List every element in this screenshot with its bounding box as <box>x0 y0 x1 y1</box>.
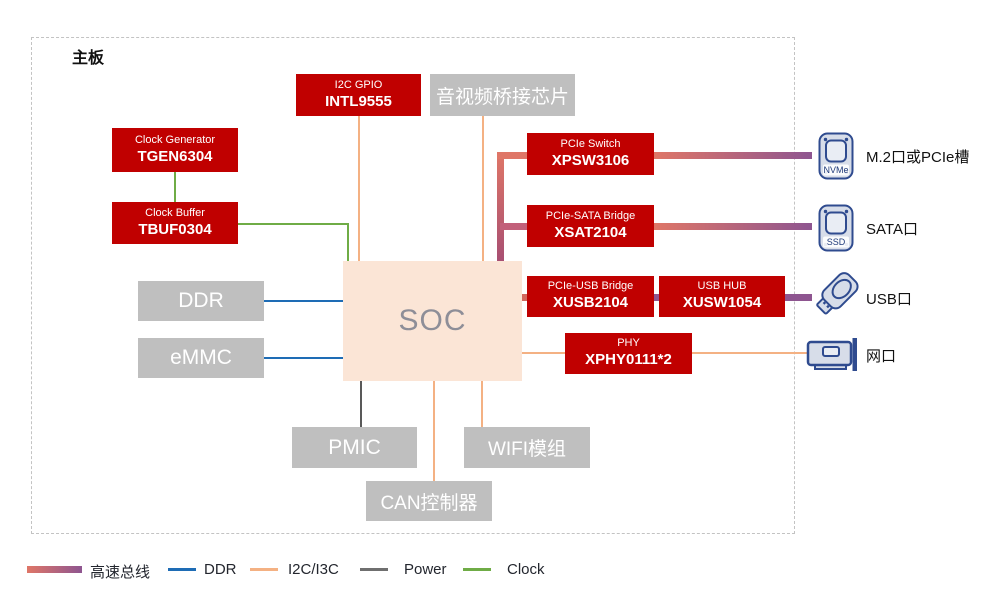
chip-part-label: XPSW3106 <box>551 151 630 169</box>
legend-label-i2c: I2C/I3C <box>288 561 339 578</box>
legend-label-clock: Clock <box>507 561 545 578</box>
soc-block: SOC <box>343 261 522 381</box>
module-av-bridge: 音视频桥接芯片 <box>430 74 575 116</box>
module-can: CAN控制器 <box>366 481 492 521</box>
i2c-line-soc-to-wifi <box>481 381 483 427</box>
module-emmc: eMMC <box>138 338 264 378</box>
legend-label-power: Power <box>404 561 447 578</box>
port-label-m2: M.2口或PCIe槽 <box>866 149 970 166</box>
ddr-line-emmc-to-soc <box>264 357 343 359</box>
chip-type-label: PCIe Switch <box>560 137 621 150</box>
chip-pcie-usb-bridge: PCIe-USB Bridge XUSB2104 <box>527 276 654 317</box>
bus-line-soc-to-usbbridge <box>522 294 527 301</box>
usb-stick-icon <box>810 269 860 326</box>
chip-clock-buffer: Clock Buffer TBUF0304 <box>112 202 238 244</box>
port-label-sata: SATA口 <box>866 221 918 238</box>
chip-usb-hub: USB HUB XUSW1054 <box>659 276 785 317</box>
chip-part-label: TBUF0304 <box>138 220 212 238</box>
port-label-ethernet: 网口 <box>866 348 897 365</box>
legend-label-ddr: DDR <box>204 561 237 578</box>
i2c-line-intl9555-to-soc <box>358 116 360 261</box>
power-line-soc-to-pmic <box>360 381 362 427</box>
chip-part-label: XUSW1054 <box>682 294 762 311</box>
chip-type-label: Clock Buffer <box>145 206 205 219</box>
bus-line-switch-to-m2 <box>654 152 812 159</box>
chip-type-label: PCIe-SATA Bridge <box>545 209 636 222</box>
ddr-line-ddr-to-soc <box>264 300 343 302</box>
ssd-drive-icon: SSD <box>818 204 854 257</box>
bus-line-hub-to-usbport <box>785 294 812 301</box>
port-label-usb: USB口 <box>866 291 912 308</box>
chip-part-label: INTL9555 <box>325 92 392 110</box>
chip-pcie-switch: PCIe Switch XPSW3106 <box>527 133 654 175</box>
module-ddr: DDR <box>138 281 264 321</box>
chip-pcie-sata-bridge: PCIe-SATA Bridge XSAT2104 <box>527 205 654 247</box>
legend-swatch-power <box>360 568 388 571</box>
bus-line-soc-riser <box>497 152 504 261</box>
legend-swatch-ddr <box>168 568 196 571</box>
legend-swatch-highspeed <box>27 566 82 573</box>
svg-text:NVMe: NVMe <box>823 165 848 175</box>
chip-type-label: USB HUB <box>697 280 747 293</box>
bus-line-riser-to-sata <box>500 223 527 230</box>
module-wifi: WIFI模组 <box>464 427 590 468</box>
chip-phy: PHY XPHY0111*2 <box>565 333 692 374</box>
bus-line-sata-to-ssd <box>654 223 812 230</box>
chip-type-label: PCIe-USB Bridge <box>547 280 634 293</box>
legend-swatch-i2c <box>250 568 278 571</box>
i2c-line-avbridge-to-soc <box>482 116 484 261</box>
ethernet-port-icon <box>806 337 860 378</box>
chip-part-label: XUSB2104 <box>552 294 629 311</box>
legend-label-highspeed: 高速总线 <box>90 564 151 581</box>
module-pmic: PMIC <box>292 427 417 468</box>
chip-part-label: XSAT2104 <box>554 223 627 241</box>
svg-text:SSD: SSD <box>827 237 846 247</box>
chip-part-label: TGEN6304 <box>137 147 213 165</box>
i2c-line-soc-to-can <box>433 381 435 481</box>
board-outline <box>31 37 795 534</box>
board-title: 主板 <box>72 50 105 67</box>
clock-line-tgen-to-tbuf <box>174 172 176 202</box>
legend-swatch-clock <box>463 568 491 571</box>
chip-clock-generator: Clock Generator TGEN6304 <box>112 128 238 172</box>
nvme-drive-icon: NVMe <box>818 132 854 185</box>
clock-line-tbuf-to-soc-h <box>238 223 348 225</box>
chip-type-label: PHY <box>617 337 640 350</box>
chip-part-label: XPHY0111*2 <box>585 351 672 368</box>
chip-type-label: Clock Generator <box>134 133 216 146</box>
bus-line-riser-to-switch <box>497 152 527 159</box>
bus-line-usbbridge-to-hub <box>654 294 659 301</box>
soc-label: SOC <box>398 304 467 337</box>
chip-type-label: I2C GPIO <box>334 78 383 91</box>
chip-i2c-gpio: I2C GPIO INTL9555 <box>296 74 421 116</box>
clock-line-tbuf-to-soc-v <box>347 223 349 261</box>
